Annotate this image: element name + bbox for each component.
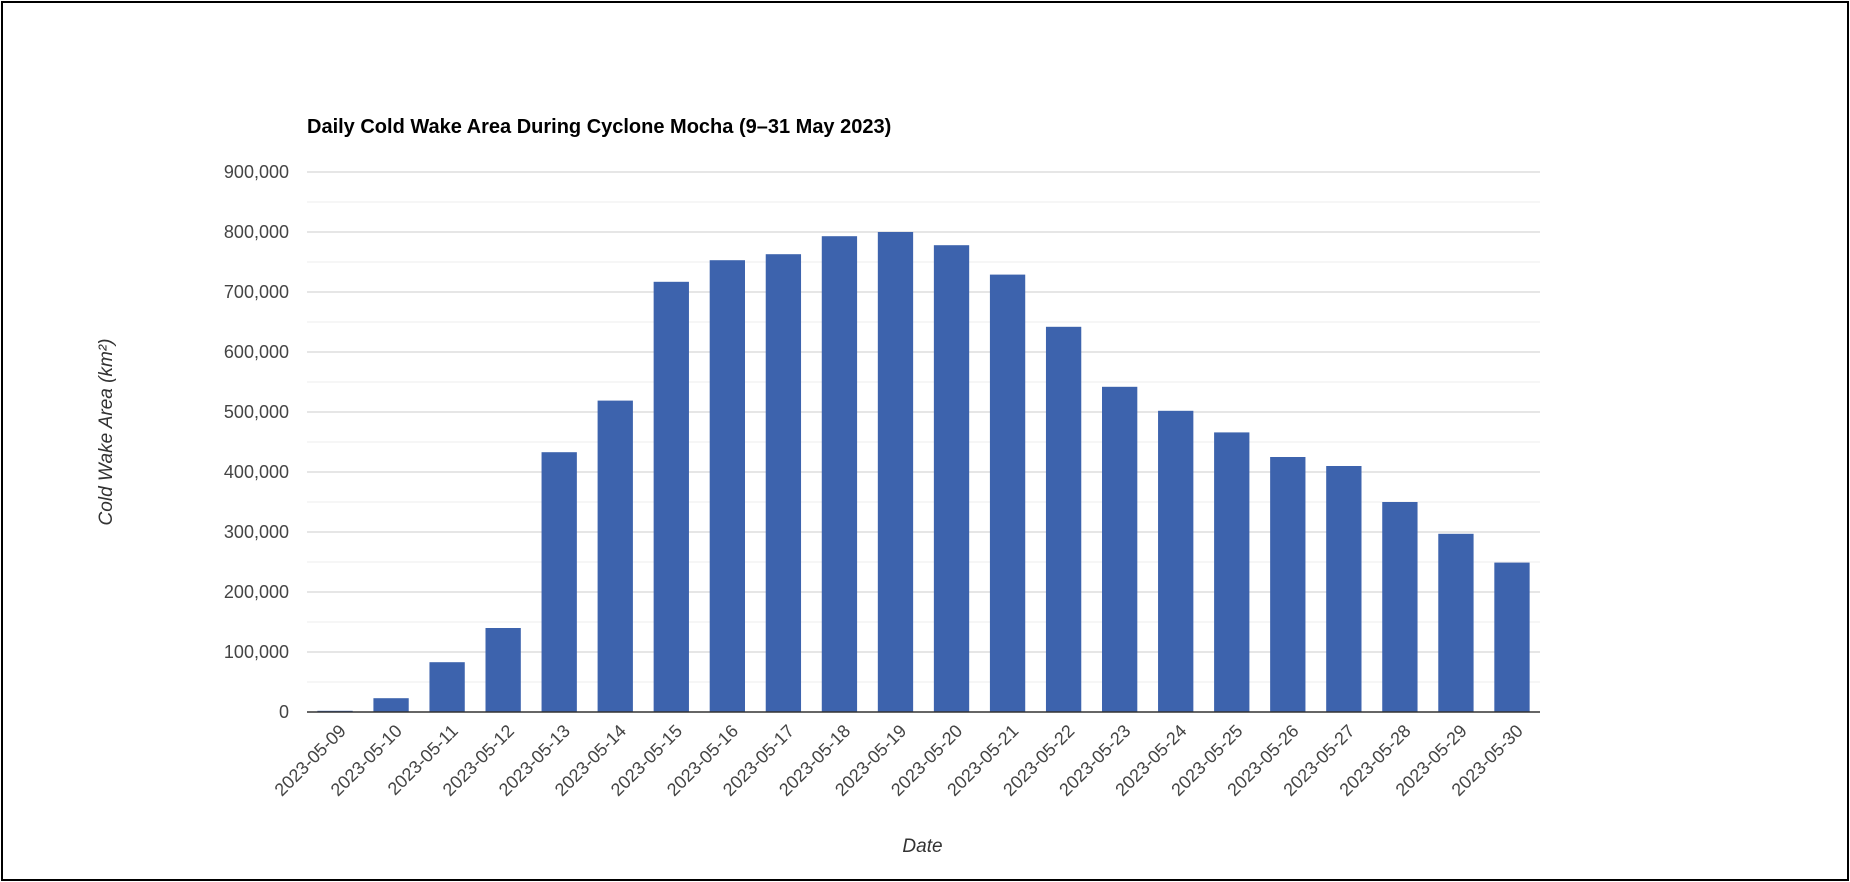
y-tick-label: 900,000 [224, 162, 289, 182]
bar [1382, 502, 1418, 712]
bar [765, 254, 802, 712]
bar [1158, 410, 1194, 712]
bar [989, 274, 1026, 712]
bar [1438, 533, 1474, 712]
bar [597, 400, 633, 712]
bar [485, 628, 521, 712]
bar [877, 232, 914, 712]
bar [1214, 432, 1250, 712]
bar [653, 281, 689, 712]
y-tick-label: 500,000 [224, 402, 289, 422]
bar [1494, 562, 1530, 712]
chart-title: Daily Cold Wake Area During Cyclone Moch… [307, 116, 891, 138]
y-tick-label: 400,000 [224, 462, 289, 482]
x-axis-ticks: 2023-05-092023-05-102023-05-112023-05-12… [271, 721, 1527, 800]
bar [429, 662, 465, 712]
y-tick-label: 600,000 [224, 342, 289, 362]
y-tick-label: 700,000 [224, 282, 289, 302]
bar [821, 236, 858, 712]
bar [1045, 326, 1082, 712]
bar [373, 698, 409, 712]
x-axis-label: Date [902, 836, 942, 857]
y-tick-label: 200,000 [224, 582, 289, 602]
bar [1102, 386, 1138, 712]
bar [1326, 466, 1362, 712]
bar [1270, 457, 1306, 712]
y-tick-label: 800,000 [224, 222, 289, 242]
y-tick-label: 100,000 [224, 642, 289, 662]
y-axis-label: Cold Wake Area (km²) [96, 339, 117, 526]
y-tick-label: 0 [279, 702, 289, 722]
bar [541, 452, 577, 712]
bar [709, 260, 745, 712]
bar [933, 245, 970, 712]
bars [317, 232, 1530, 712]
y-tick-label: 300,000 [224, 522, 289, 542]
y-axis-ticks: 0 100,000 200,000 300,000 400,000 500,000 600,… [224, 162, 289, 722]
